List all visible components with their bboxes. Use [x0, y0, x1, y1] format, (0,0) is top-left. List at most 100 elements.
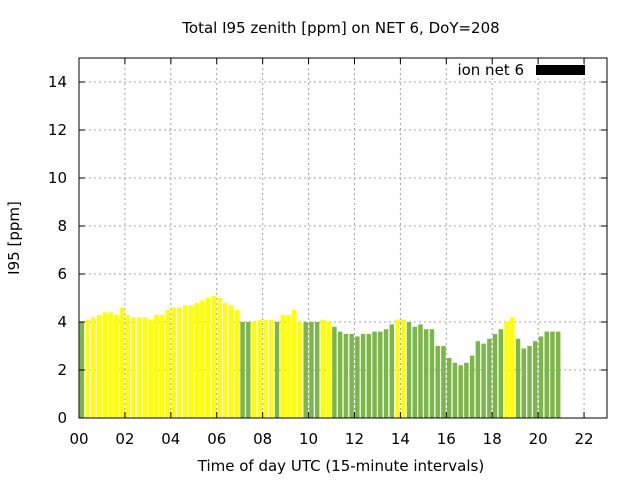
x-tick-label: 10	[299, 430, 318, 448]
bar	[504, 322, 509, 418]
bar	[469, 355, 475, 418]
bar	[332, 326, 337, 418]
y-axis-label: I95 [ppm]	[5, 201, 23, 275]
bar	[119, 307, 125, 418]
bar	[372, 331, 377, 418]
bar	[389, 324, 395, 418]
bar	[205, 298, 211, 418]
bar	[228, 305, 234, 418]
bar	[188, 305, 194, 418]
bar	[234, 310, 240, 418]
x-tick-label: 18	[483, 430, 502, 448]
bar	[137, 317, 142, 418]
bar	[303, 322, 308, 418]
bar	[337, 331, 343, 418]
bar	[498, 329, 504, 418]
legend-label: ion net 6	[457, 61, 524, 79]
x-tick-label: 22	[574, 430, 593, 448]
y-tick-label: 0	[57, 409, 67, 427]
bar	[412, 326, 417, 418]
grid	[79, 58, 607, 418]
bar	[297, 322, 303, 418]
bar	[555, 331, 561, 418]
bar	[360, 334, 366, 418]
bar	[165, 310, 171, 418]
x-tick-label: 16	[437, 430, 456, 448]
x-tick-label: 04	[161, 430, 180, 448]
bar	[240, 322, 245, 418]
bar	[314, 322, 320, 418]
x-tick-label: 14	[391, 430, 410, 448]
bar	[418, 324, 423, 418]
bar	[544, 331, 549, 418]
bar	[148, 319, 153, 418]
bar	[458, 365, 463, 418]
bar	[108, 312, 113, 418]
bar	[211, 295, 217, 418]
bar	[159, 314, 165, 418]
bar	[274, 322, 280, 418]
bar	[125, 314, 131, 418]
bar	[366, 334, 372, 418]
bar	[492, 334, 498, 418]
bar	[429, 329, 435, 418]
bar	[223, 302, 228, 418]
bar	[406, 322, 412, 418]
bar	[343, 334, 349, 418]
bar	[441, 346, 446, 418]
bar	[515, 338, 521, 418]
legend: ion net 6	[457, 61, 585, 79]
bar	[246, 322, 251, 418]
bar	[131, 317, 136, 418]
plot-frame	[78, 57, 608, 419]
bars	[79, 295, 561, 418]
chart-title: Total I95 zenith [ppm] on NET 6, DoY=208	[181, 19, 499, 37]
bar	[326, 322, 331, 418]
bar	[435, 346, 440, 418]
y-tick-label: 4	[57, 313, 67, 331]
bar	[91, 317, 96, 418]
bar	[291, 310, 297, 418]
bar	[320, 319, 326, 418]
bar	[96, 314, 102, 418]
bar	[423, 329, 429, 418]
y-tick-label: 2	[57, 361, 67, 379]
bar	[527, 346, 532, 418]
y-tick-label: 6	[57, 265, 67, 283]
bar	[194, 302, 199, 418]
bar	[452, 362, 458, 418]
bar	[464, 362, 469, 418]
bar	[510, 317, 515, 418]
bar	[481, 343, 486, 418]
legend-swatch	[536, 65, 585, 75]
x-tick-label: 00	[69, 430, 88, 448]
bar	[550, 331, 555, 418]
bar	[475, 341, 481, 418]
y-tick-label: 14	[48, 73, 67, 91]
bar	[263, 319, 268, 418]
ticks	[78, 58, 607, 419]
bar	[533, 341, 538, 418]
bar	[401, 319, 406, 418]
bar	[280, 314, 285, 418]
bar	[182, 305, 188, 418]
x-tick-label: 12	[345, 430, 364, 448]
bar	[142, 317, 148, 418]
y-tick-label: 12	[48, 121, 67, 139]
bar	[257, 319, 263, 418]
bar	[395, 319, 400, 418]
bar	[487, 338, 492, 418]
bar	[177, 307, 182, 418]
y-tick-label: 8	[57, 217, 67, 235]
bar	[446, 358, 452, 418]
x-axis-label: Time of day UTC (15-minute intervals)	[197, 457, 484, 475]
bar	[85, 319, 90, 418]
bar	[114, 314, 119, 418]
y-tick-label: 10	[48, 169, 67, 187]
bar	[217, 298, 222, 418]
x-tick-label: 08	[253, 430, 272, 448]
bar	[251, 322, 257, 418]
x-tick-label: 20	[529, 430, 548, 448]
